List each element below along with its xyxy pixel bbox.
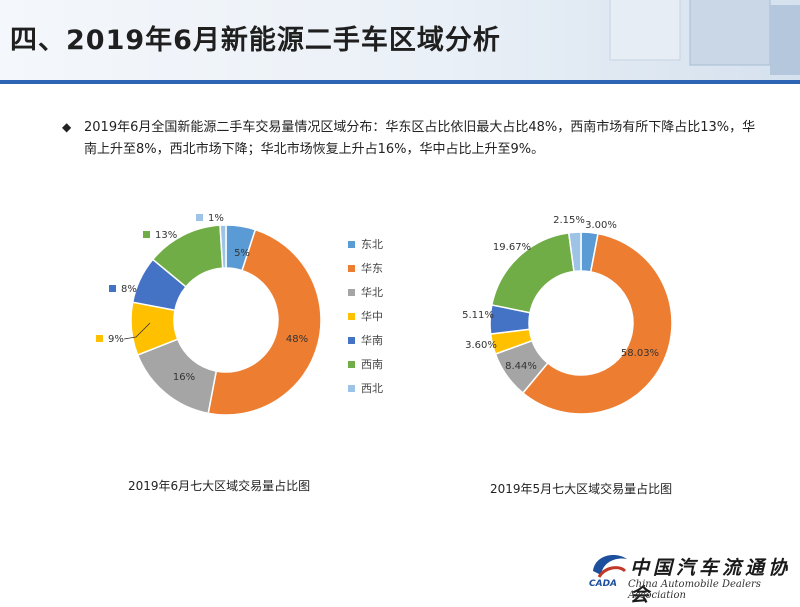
data-label-marker: [196, 214, 203, 221]
legend-swatch: [348, 288, 355, 296]
legend-item: 华东: [348, 256, 383, 280]
chart-may-caption: 2019年5月七大区域交易量占比图: [490, 482, 673, 496]
donut-slice-华东: [207, 228, 322, 416]
diamond-bullet-icon: ◆: [62, 120, 72, 134]
legend-label: 东北: [361, 238, 383, 251]
summary-text: 2019年6月全国新能源二手车交易量情况区域分布：华东区占比依旧最大占比48%，…: [84, 120, 756, 157]
data-label-marker: [143, 231, 150, 238]
legend-label: 华南: [361, 334, 383, 347]
legend-item: 华南: [348, 328, 383, 352]
legend-swatch: [348, 336, 355, 344]
data-label-marker: [109, 285, 116, 292]
data-label: 48%: [286, 334, 308, 345]
legend-swatch: [348, 384, 355, 392]
header-decoration: [609, 0, 800, 75]
donut-slice-华东: [521, 232, 673, 415]
data-label: 3.60%: [465, 340, 497, 351]
header-divider: [0, 80, 800, 84]
data-label: 1%: [208, 213, 224, 224]
data-label: 19.67%: [493, 242, 531, 253]
legend-swatch: [348, 360, 355, 368]
data-label: 5.11%: [462, 310, 494, 321]
legend-label: 西北: [361, 382, 383, 395]
logo-english-name: China Automobile Dealers Association: [628, 579, 761, 601]
data-label: 2.15%: [553, 215, 585, 226]
legend-label: 西南: [361, 358, 383, 371]
data-label: 16%: [173, 372, 195, 383]
cada-logo: [593, 555, 627, 578]
legend-item: 西南: [348, 352, 383, 376]
data-label: 13%: [155, 230, 177, 241]
data-label: 9%: [108, 334, 124, 345]
leader-line: [123, 322, 151, 340]
data-label: 8%: [121, 284, 137, 295]
legend-label: 华中: [361, 310, 383, 323]
header-banner: 四、2019年6月新能源二手车区域分析: [0, 0, 800, 80]
data-label-marker: [96, 335, 103, 342]
summary-block: ◆ 2019年6月全国新能源二手车交易量情况区域分布：华东区占比依旧最大占比48…: [62, 117, 762, 161]
legend-label: 华东: [361, 262, 383, 275]
data-label: 8.44%: [505, 361, 537, 372]
page-title: 四、2019年6月新能源二手车区域分析: [10, 25, 501, 56]
legend-item: 西北: [348, 376, 383, 400]
data-label: 5%: [234, 248, 250, 259]
donut-slice-西北: [219, 224, 227, 269]
chart-legend: 东北华东华北华中华南西南西北: [348, 232, 383, 400]
data-label: 3.00%: [585, 220, 617, 231]
legend-item: 华北: [348, 280, 383, 304]
logo-abbreviation: CADA: [589, 579, 618, 589]
legend-swatch: [348, 312, 355, 320]
data-label: 58.03%: [621, 348, 659, 359]
chart-june-caption: 2019年6月七大区域交易量占比图: [128, 479, 311, 493]
legend-item: 华中: [348, 304, 383, 328]
legend-label: 华北: [361, 286, 383, 299]
donut-charts: 5% 48% 16% 9% 8% 13% 1% 3.00% 58.03% 8.44% 3.60% 5.…: [96, 213, 673, 416]
legend-swatch: [348, 264, 355, 272]
donut-slice-西北: [567, 231, 582, 273]
legend-item: 东北: [348, 232, 383, 256]
legend-swatch: [348, 240, 355, 248]
